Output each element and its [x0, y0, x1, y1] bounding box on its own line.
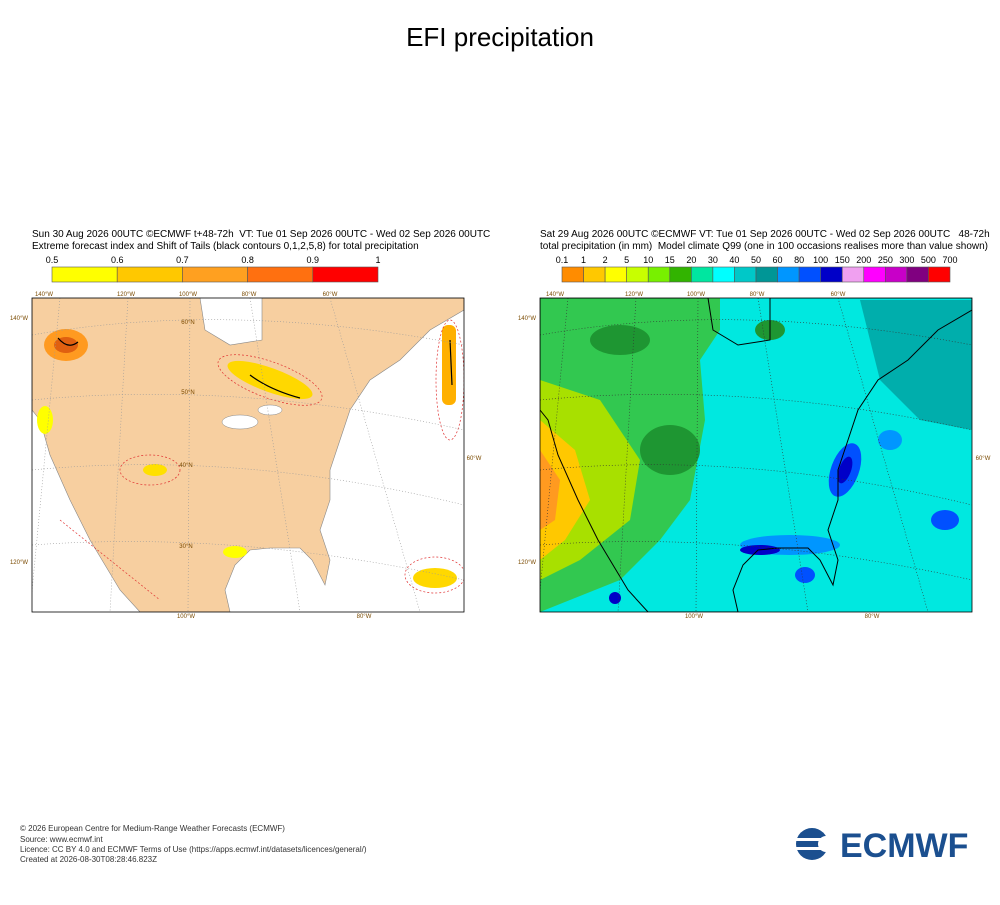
colorbar-label: 500 — [921, 255, 936, 265]
colorbar-swatch — [734, 266, 757, 283]
colorbar-swatch — [755, 266, 778, 283]
lon-label: 80°W — [242, 292, 257, 298]
colorbar-swatch — [561, 266, 584, 283]
colorbar-label: 40 — [729, 255, 739, 265]
footer-line: © 2026 European Centre for Medium-Range … — [20, 824, 285, 833]
colorbar-label: 60 — [773, 255, 783, 265]
colorbar-label: 80 — [794, 255, 804, 265]
colorbar-label: 300 — [899, 255, 914, 265]
logo-text: ECMWF — [840, 827, 968, 865]
colorbar-swatch — [777, 266, 800, 283]
page-title: EFI precipitation — [406, 22, 594, 52]
colorbar-label: 1 — [375, 255, 380, 265]
precip-map — [540, 298, 972, 612]
map-frame — [31, 297, 465, 613]
colorbar-label: 15 — [665, 255, 675, 265]
colorbar-label: 0.1 — [556, 255, 569, 265]
footer-line: Created at 2026-08-30T08:28:46.823Z — [20, 855, 157, 864]
lon-label: 140°W — [518, 316, 536, 322]
lon-label: 120°W — [625, 292, 643, 298]
colorbar-label: 0.5 — [46, 255, 59, 265]
colorbar-swatch — [712, 266, 735, 283]
colorbar: 0.5 0.6 0.7 0.8 0.9 1 — [46, 255, 381, 283]
panel-header: Sat 29 Aug 2026 00UTC ©ECMWF VT: Tue 01 … — [540, 229, 990, 240]
colorbar-swatch — [312, 266, 379, 283]
colorbar-swatch — [820, 266, 843, 283]
colorbar-swatch — [841, 266, 865, 283]
colorbar-label: 100 — [813, 255, 828, 265]
colorbar-swatch — [863, 266, 886, 283]
colorbar-swatch — [626, 266, 649, 283]
footer-line: Licence: CC BY 4.0 and ECMWF Terms of Us… — [20, 845, 367, 854]
colorbar-swatch — [51, 266, 118, 283]
colorbar-swatch — [182, 266, 248, 283]
lat-label: 40°N — [179, 463, 192, 469]
lon-label: 100°W — [177, 614, 195, 620]
lon-label: 60°W — [323, 292, 338, 298]
lon-label: 60°W — [467, 456, 482, 462]
colorbar-label: 5 — [624, 255, 629, 265]
colorbar-label: 250 — [878, 255, 893, 265]
colorbar-label: 200 — [856, 255, 871, 265]
lon-label: 80°W — [865, 614, 880, 620]
colorbar-swatch — [247, 266, 314, 283]
lon-label: 120°W — [10, 560, 28, 566]
colorbar-swatch — [798, 266, 821, 283]
lon-label: 120°W — [117, 292, 135, 298]
map-labels: 140°W 120°W 100°W 80°W 60°W 140°W 120°W … — [518, 292, 991, 620]
map-frame — [539, 297, 973, 613]
lon-label: 100°W — [687, 292, 705, 298]
colorbar-label: 20 — [686, 255, 696, 265]
colorbar-label: 1 — [581, 255, 586, 265]
colorbar-label: 50 — [751, 255, 761, 265]
lat-label: 30°N — [179, 544, 192, 550]
panel-header: Extreme forecast index and Shift of Tail… — [32, 241, 419, 252]
colorbar-label: 0.9 — [307, 255, 320, 265]
lon-label: 80°W — [750, 292, 765, 298]
colorbar-swatch — [583, 266, 606, 283]
colorbar-label: 0.8 — [241, 255, 254, 265]
map-labels: 140°W 120°W 100°W 80°W 60°W 140°W 120°W … — [10, 292, 482, 620]
panel-header: Sun 30 Aug 2026 00UTC ©ECMWF t+48-72h VT… — [32, 229, 490, 240]
panel-header: total precipitation (in mm) Model climat… — [540, 241, 988, 252]
efi-map — [32, 298, 464, 612]
footer-line: Source: www.ecmwf.int — [20, 835, 103, 844]
colorbar: 0.1 1 2 5 10 15 20 30 40 50 60 80 100 150 200 250 300 500… — [556, 255, 958, 283]
lon-label: 80°W — [357, 614, 372, 620]
lon-label: 100°W — [685, 614, 703, 620]
colorbar-label: 2 — [603, 255, 608, 265]
colorbar-label: 150 — [835, 255, 850, 265]
colorbar-swatch — [906, 266, 929, 283]
colorbar-swatch — [116, 266, 183, 283]
colorbar-swatch — [647, 266, 671, 283]
logo: ECMWF — [794, 827, 968, 865]
lat-label: 50°N — [181, 390, 194, 396]
lat-label: 60°N — [181, 320, 194, 326]
lon-label: 140°W — [546, 292, 564, 298]
colorbar-label: 0.6 — [111, 255, 124, 265]
colorbar-swatch — [691, 266, 714, 283]
lon-label: 60°W — [976, 456, 991, 462]
colorbar-swatch — [669, 266, 692, 283]
lon-label: 140°W — [35, 292, 53, 298]
lon-label: 60°W — [831, 292, 846, 298]
lon-label: 120°W — [518, 560, 536, 566]
colorbar-label: 0.7 — [176, 255, 189, 265]
colorbar-label: 30 — [708, 255, 718, 265]
colorbar-swatch — [928, 266, 951, 283]
colorbar-label: 700 — [942, 255, 957, 265]
lon-label: 100°W — [179, 292, 197, 298]
colorbar-swatch — [604, 266, 627, 283]
colorbar-label: 10 — [643, 255, 653, 265]
colorbar-swatch — [885, 266, 908, 283]
lon-label: 140°W — [10, 316, 28, 322]
